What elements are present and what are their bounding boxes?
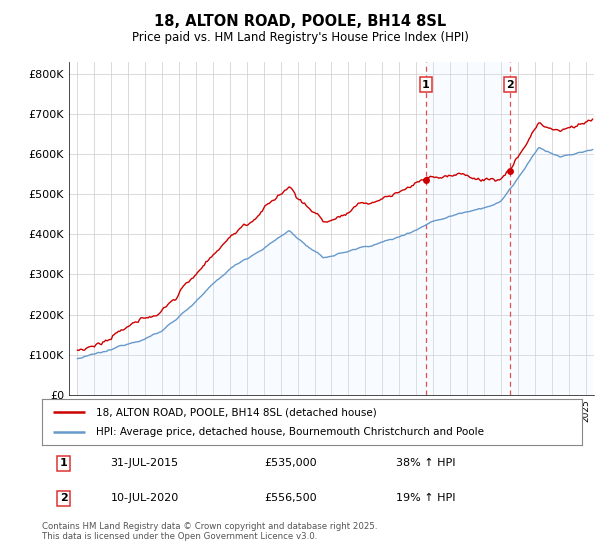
Text: 31-JUL-2015: 31-JUL-2015 <box>110 459 179 468</box>
Text: 2: 2 <box>506 80 514 90</box>
Text: £556,500: £556,500 <box>264 493 317 503</box>
Text: 18, ALTON ROAD, POOLE, BH14 8SL (detached house): 18, ALTON ROAD, POOLE, BH14 8SL (detache… <box>96 407 377 417</box>
Text: Contains HM Land Registry data © Crown copyright and database right 2025.
This d: Contains HM Land Registry data © Crown c… <box>42 522 377 542</box>
Text: 18, ALTON ROAD, POOLE, BH14 8SL: 18, ALTON ROAD, POOLE, BH14 8SL <box>154 14 446 29</box>
Text: HPI: Average price, detached house, Bournemouth Christchurch and Poole: HPI: Average price, detached house, Bour… <box>96 427 484 437</box>
Text: 38% ↑ HPI: 38% ↑ HPI <box>395 459 455 468</box>
Text: 1: 1 <box>422 80 430 90</box>
Text: £535,000: £535,000 <box>264 459 317 468</box>
Text: 1: 1 <box>60 459 67 468</box>
Text: 19% ↑ HPI: 19% ↑ HPI <box>395 493 455 503</box>
Text: 10-JUL-2020: 10-JUL-2020 <box>110 493 179 503</box>
Text: Price paid vs. HM Land Registry's House Price Index (HPI): Price paid vs. HM Land Registry's House … <box>131 31 469 44</box>
Text: 2: 2 <box>60 493 67 503</box>
